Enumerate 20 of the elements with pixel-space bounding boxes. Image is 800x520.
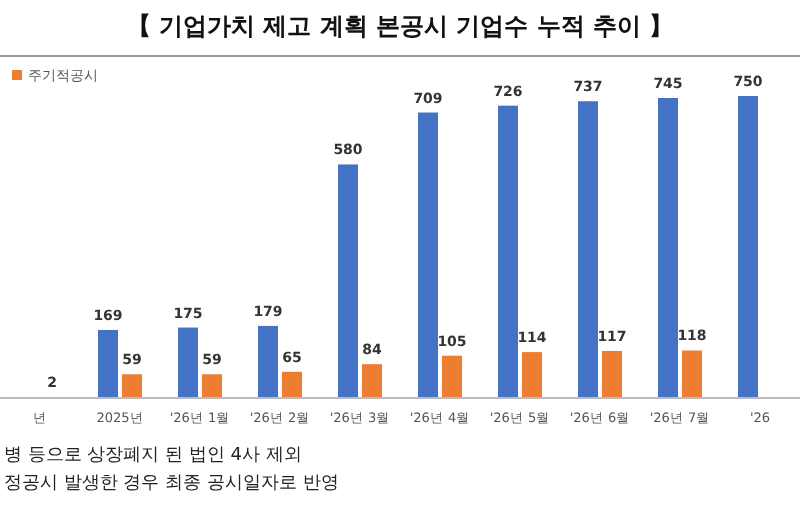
bar bbox=[522, 352, 542, 398]
bar bbox=[418, 112, 438, 398]
bar bbox=[442, 355, 462, 398]
bar bbox=[202, 374, 222, 398]
text: 병 등으로 상장폐지 된 법인 4사 제외 bbox=[4, 446, 302, 466]
bar bbox=[498, 105, 518, 398]
bar bbox=[178, 327, 198, 398]
bar bbox=[122, 374, 142, 398]
bar bbox=[258, 325, 278, 398]
bar bbox=[282, 371, 302, 398]
bar bbox=[602, 350, 622, 398]
chart-title: 【 기업가치 제고 계획 본공시 기업수 누적 추이 】 bbox=[126, 12, 674, 40]
bar bbox=[738, 96, 758, 398]
bar bbox=[338, 164, 358, 398]
bar bbox=[362, 364, 382, 398]
bar bbox=[682, 350, 702, 398]
bar bbox=[98, 329, 118, 398]
bar bbox=[578, 101, 598, 398]
text: 정공시 발생한 경우 최종 공시일자로 반영 bbox=[4, 474, 339, 494]
bar bbox=[658, 98, 678, 398]
